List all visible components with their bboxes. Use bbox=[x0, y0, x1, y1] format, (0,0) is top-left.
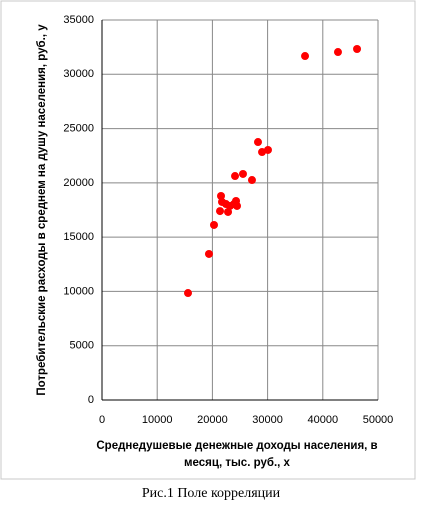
point bbox=[204, 249, 213, 258]
y-tick-label: 30000 bbox=[63, 68, 94, 80]
point bbox=[353, 44, 362, 53]
point bbox=[333, 48, 342, 57]
point bbox=[210, 220, 219, 229]
caption: Рис.1 Поле корреляции bbox=[142, 486, 281, 501]
y-tick-label: 0 bbox=[88, 394, 94, 406]
y-tick-label: 15000 bbox=[63, 231, 94, 243]
x-tick-label: 50000 bbox=[363, 414, 394, 426]
point bbox=[184, 289, 193, 298]
point bbox=[253, 138, 262, 147]
point bbox=[263, 145, 272, 154]
x-tick-label: 0 bbox=[99, 414, 105, 426]
x-axis-title: месяц, тыс. руб., х bbox=[184, 457, 291, 469]
point bbox=[301, 52, 310, 61]
y-tick-label: 10000 bbox=[63, 285, 94, 297]
point bbox=[217, 191, 226, 200]
point bbox=[233, 201, 242, 210]
chart-frame bbox=[0, 0, 416, 480]
x-tick-label: 30000 bbox=[252, 414, 283, 426]
y-tick-label: 35000 bbox=[63, 14, 94, 26]
point bbox=[216, 207, 225, 216]
point bbox=[231, 172, 240, 181]
x-tick-label: 40000 bbox=[308, 414, 339, 426]
x-axis-title: Среднедушевые денежные доходы населения,… bbox=[96, 440, 377, 452]
point bbox=[247, 176, 256, 185]
y-axis-title: Потребительские расходы в среднем на душ… bbox=[36, 24, 48, 396]
y-tick-label: 20000 bbox=[63, 177, 94, 189]
y-tick-label: 25000 bbox=[63, 122, 94, 134]
y-tick-label: 5000 bbox=[70, 340, 94, 352]
x-tick-label: 10000 bbox=[142, 414, 173, 426]
x-tick-label: 20000 bbox=[197, 414, 228, 426]
point bbox=[238, 169, 247, 178]
